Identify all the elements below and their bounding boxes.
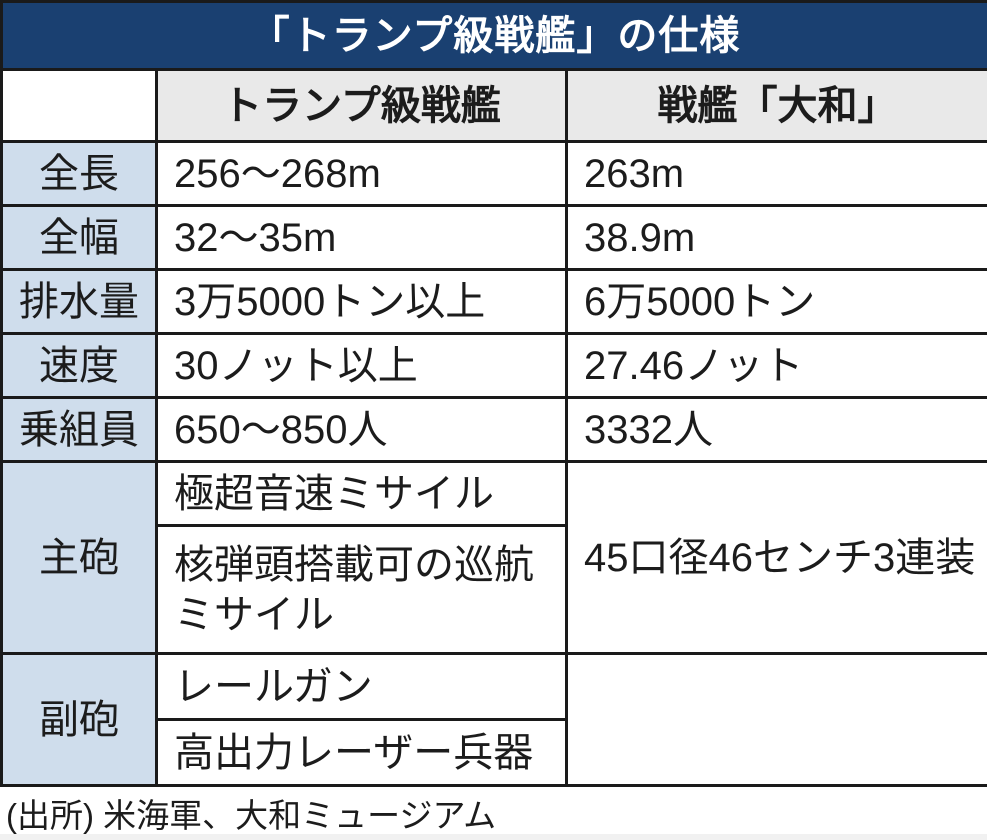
row-label-crew: 乗組員 <box>0 396 158 463</box>
source-note: (出所) 米海軍、大和ミュージアム <box>6 797 497 834</box>
cell-beam-yamato: 38.9m <box>564 204 987 271</box>
cell-beam-trump: 32～35m <box>155 204 568 271</box>
cell-crew-yamato: 3332人 <box>564 396 987 463</box>
cell-secondary-gun-yamato <box>564 652 987 787</box>
header-corner-cell <box>0 68 158 143</box>
row-label-beam: 全幅 <box>0 204 158 271</box>
cell-main-gun-trump-2: 核弾頭搭載可の巡航ミサイル <box>155 524 568 655</box>
row-label-speed: 速度 <box>0 332 158 399</box>
row-label-main-gun: 主砲 <box>0 460 158 655</box>
cell-speed-yamato: 27.46ノット <box>564 332 987 399</box>
row-label-secondary-gun: 副砲 <box>0 652 158 787</box>
row-label-length: 全長 <box>0 140 158 207</box>
cell-length-yamato: 263m <box>564 140 987 207</box>
row-label-displacement: 排水量 <box>0 268 158 335</box>
header-col-yamato: 戦艦「大和」 <box>564 68 987 143</box>
spec-table: 「トランプ級戦艦」の仕様 トランプ級戦艦 戦艦「大和」 全長 256～268m … <box>0 0 987 787</box>
header-col-trump: トランプ級戦艦 <box>155 68 568 143</box>
cell-length-trump: 256～268m <box>155 140 568 207</box>
cell-secondary-gun-trump-2: 高出力レーザー兵器 <box>155 718 568 787</box>
cell-secondary-gun-trump-1: レールガン <box>155 652 568 721</box>
table-title: 「トランプ級戦艦」の仕様 <box>0 0 987 71</box>
cell-displacement-yamato: 6万5000トン <box>564 268 987 335</box>
cell-main-gun-yamato: 45口径46センチ3連装 <box>564 460 987 655</box>
cell-main-gun-trump-1: 極超音速ミサイル <box>155 460 568 527</box>
cell-displacement-trump: 3万5000トン以上 <box>155 268 568 335</box>
cell-speed-trump: 30ノット以上 <box>155 332 568 399</box>
bottom-edge-strip <box>0 834 987 840</box>
cell-crew-trump: 650～850人 <box>155 396 568 463</box>
